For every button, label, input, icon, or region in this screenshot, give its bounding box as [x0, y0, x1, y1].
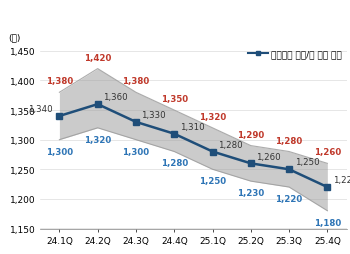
Text: 1,280: 1,280 — [218, 140, 243, 149]
Text: 1,220: 1,220 — [275, 194, 303, 203]
Text: 1,320: 1,320 — [84, 135, 111, 144]
Text: 1,180: 1,180 — [314, 218, 341, 227]
Text: 1,360: 1,360 — [103, 93, 128, 102]
Text: 1,260: 1,260 — [314, 148, 341, 157]
Text: 1,310: 1,310 — [180, 122, 204, 131]
Text: 1,280: 1,280 — [275, 136, 303, 145]
Text: 1,320: 1,320 — [199, 113, 226, 121]
Text: 1,280: 1,280 — [161, 159, 188, 168]
Text: 1,340: 1,340 — [28, 105, 52, 114]
Legend: 우리은행 달러/원 환율 전망: 우리은행 달러/원 환율 전망 — [248, 50, 342, 59]
Text: 1,300: 1,300 — [122, 147, 149, 156]
Text: 1,260: 1,260 — [256, 152, 281, 161]
Text: 1,290: 1,290 — [237, 130, 264, 139]
Text: 1,420: 1,420 — [84, 53, 111, 62]
Text: 1,230: 1,230 — [237, 188, 264, 197]
Text: 1,220: 1,220 — [333, 176, 350, 185]
Text: (원): (원) — [8, 33, 20, 42]
Text: 1,250: 1,250 — [199, 177, 226, 185]
Text: 1,380: 1,380 — [46, 77, 73, 86]
Text: 1,250: 1,250 — [295, 158, 319, 167]
Text: 우리은행 2024년 달러/원 전망: 우리은행 2024년 달러/원 전망 — [9, 13, 151, 27]
Text: 1,300: 1,300 — [46, 147, 73, 156]
Text: 1,350: 1,350 — [161, 95, 188, 104]
Text: 1,380: 1,380 — [122, 77, 149, 86]
Text: 1,330: 1,330 — [141, 111, 166, 120]
